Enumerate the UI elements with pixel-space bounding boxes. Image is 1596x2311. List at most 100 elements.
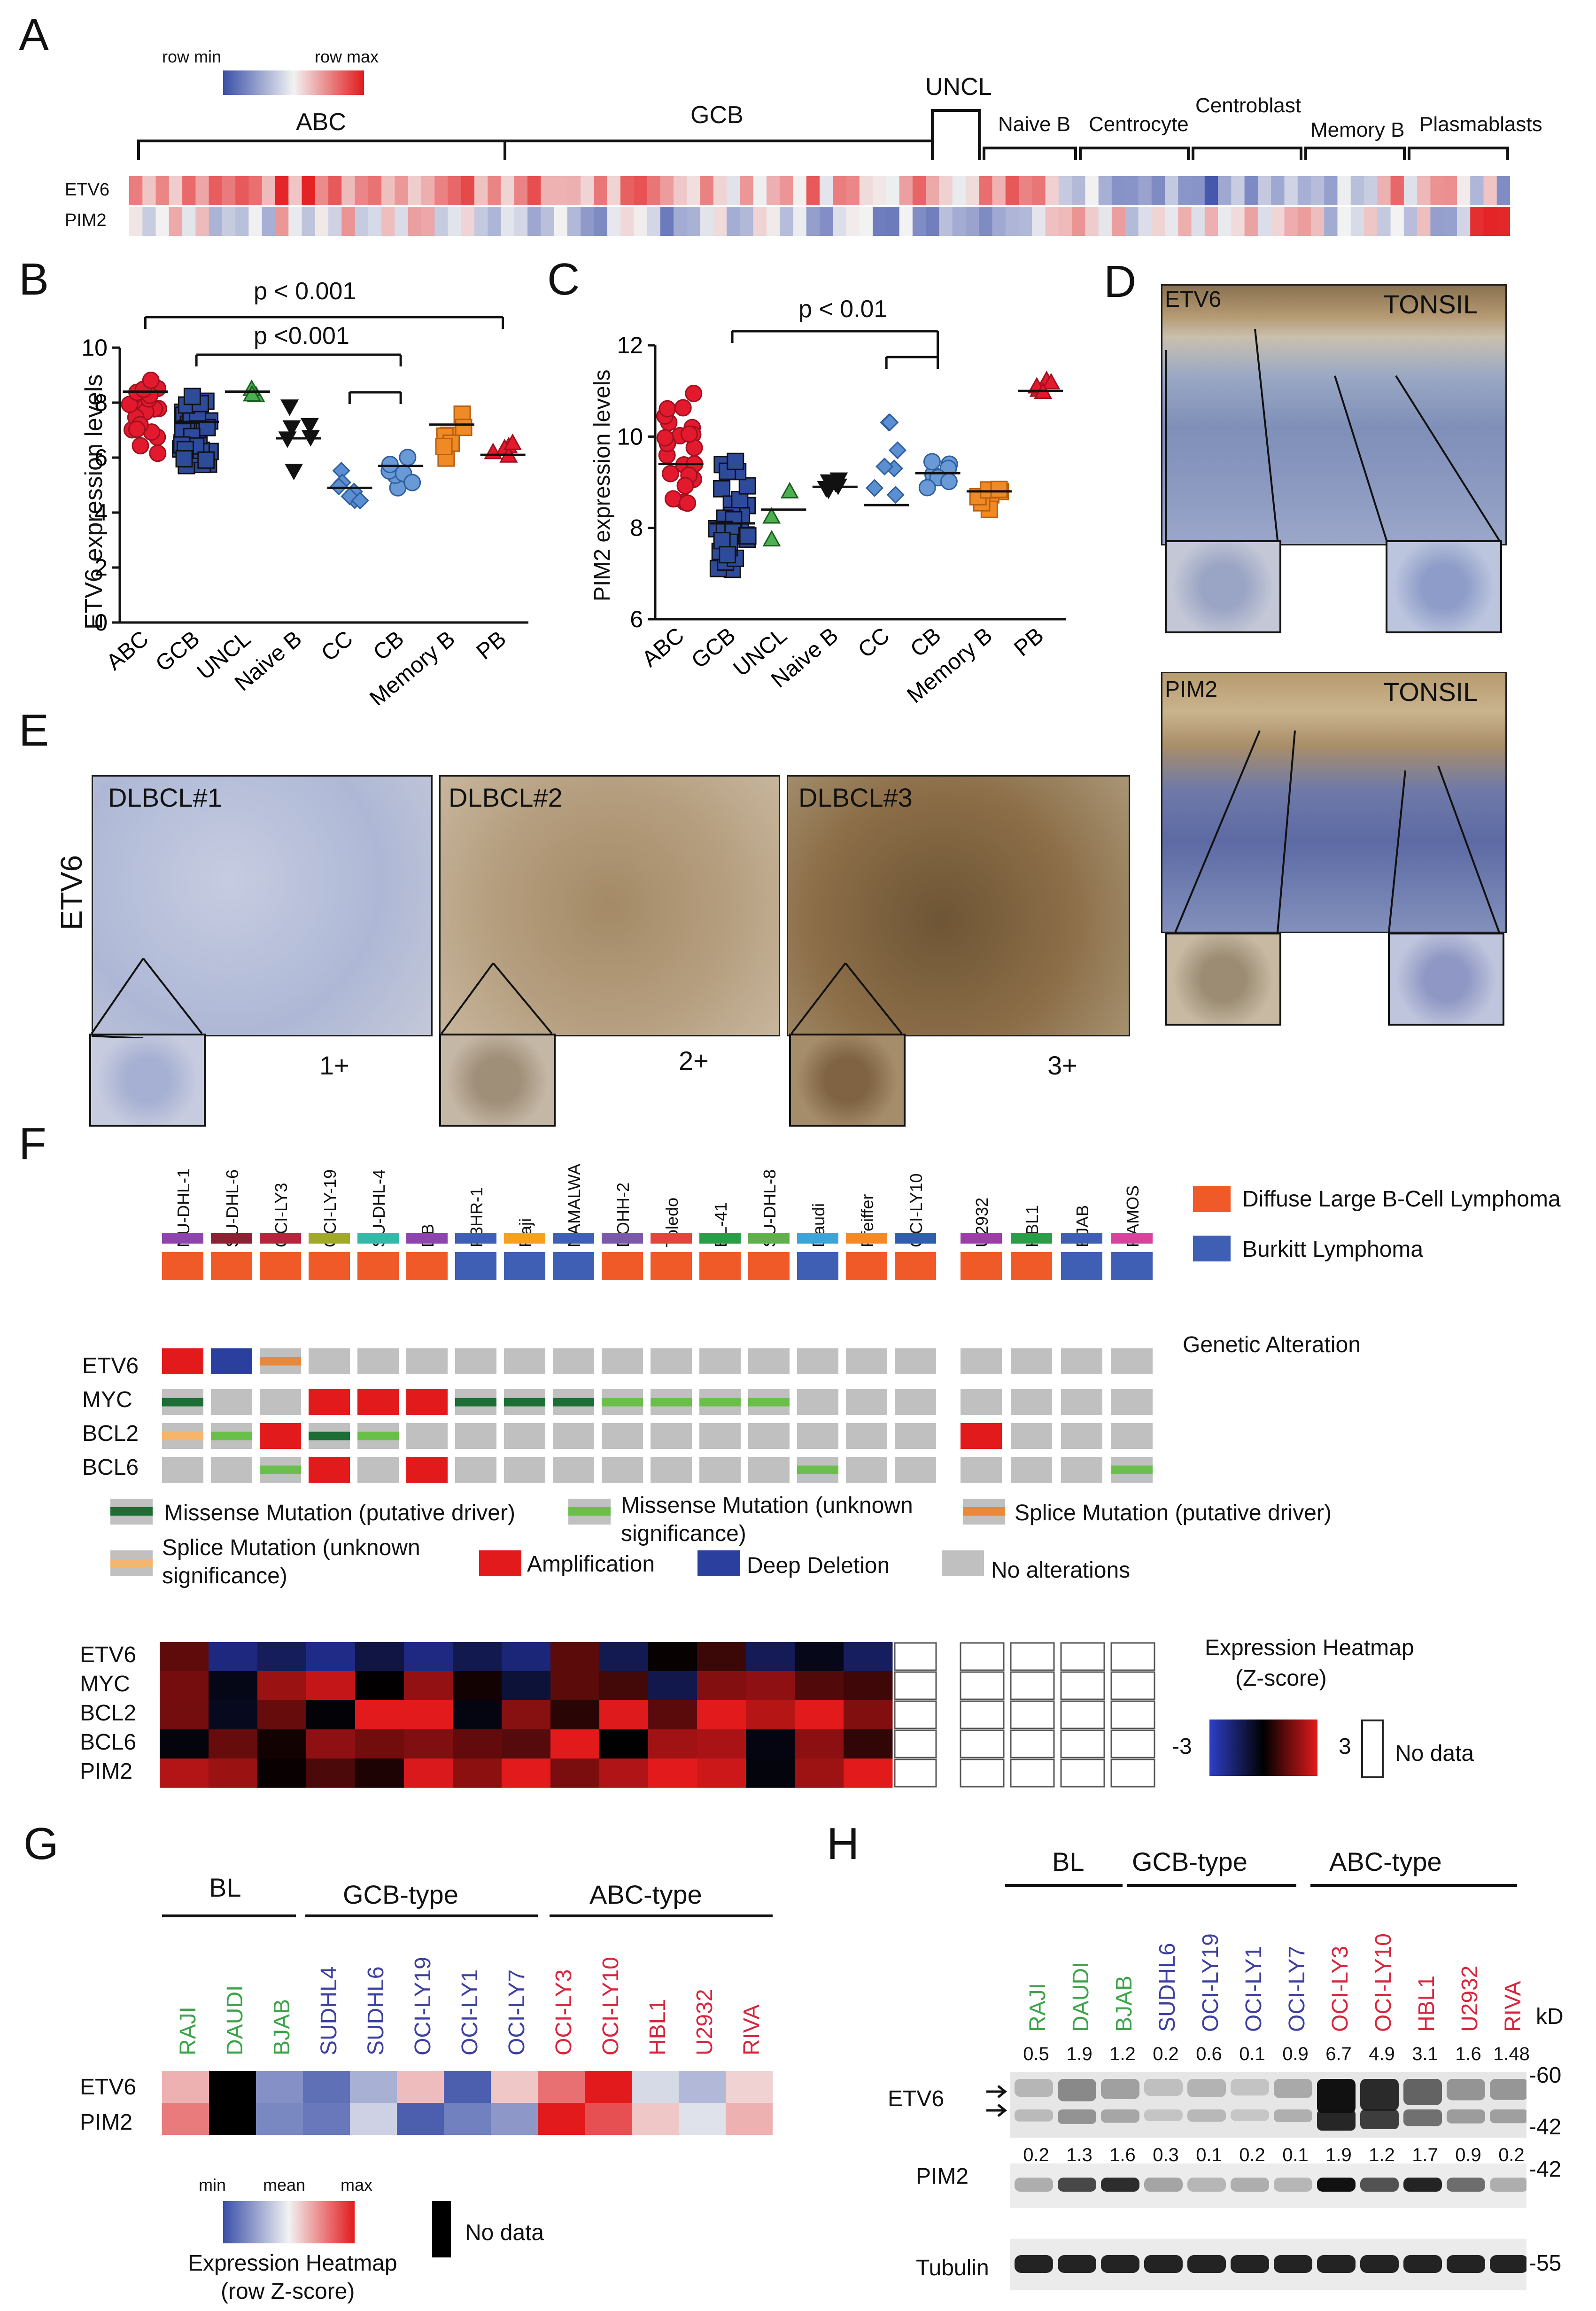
expression-cell <box>306 1759 356 1788</box>
heatmap-gene-label: MYC <box>80 1672 130 1696</box>
tissue-bar <box>602 1233 643 1244</box>
heatmap-a-cell <box>408 176 422 205</box>
h-etv6-quant: 0.2 <box>1153 2044 1179 2064</box>
alteration-cell <box>406 1457 448 1483</box>
alteration-cell <box>455 1457 496 1483</box>
h-etv6-quant: 0.5 <box>1023 2044 1049 2064</box>
pim2-band <box>1187 2178 1226 2192</box>
heatmap-a-cell <box>222 176 236 205</box>
heatmap-a-cell <box>1496 176 1510 205</box>
data-point <box>923 453 941 471</box>
g-heat-cell <box>350 2071 397 2103</box>
expression-cell <box>306 1642 356 1672</box>
no-data-cell <box>960 1729 1005 1759</box>
expression-cell <box>746 1642 795 1672</box>
alteration-cell <box>602 1457 643 1483</box>
legend-noalt-swatch <box>942 1550 984 1576</box>
heatmap-a-cell <box>341 176 356 205</box>
h-cell-label: RAJI <box>1025 1983 1050 2032</box>
dlbcl3-inset <box>789 1034 906 1127</box>
heatmap-a-cell <box>527 176 541 205</box>
expression-cell <box>648 1671 697 1701</box>
expression-cell <box>648 1759 697 1788</box>
alteration-cell <box>651 1423 692 1449</box>
alteration-cell <box>553 1457 594 1483</box>
heatmap-a-cell <box>395 207 409 236</box>
alteration-cell <box>1061 1389 1102 1415</box>
legend-dlbcl: Diffuse Large B-Cell Lymphoma <box>1242 1187 1561 1212</box>
heatmap-a-cell <box>926 176 939 205</box>
panel-a-brackets <box>137 109 1509 160</box>
tubulin-band <box>1015 2255 1053 2273</box>
alteration-cell <box>162 1457 203 1483</box>
alteration-stripe <box>797 1465 838 1474</box>
type-bar <box>357 1252 399 1280</box>
heatmap-a-cell <box>302 207 316 236</box>
heatmap-a-cell <box>501 207 515 236</box>
pim2-band <box>1403 2178 1442 2192</box>
heatmap-a-cell <box>248 176 263 205</box>
g-cell-label: BJAB <box>270 1999 294 2055</box>
heatmap-a-cell <box>793 176 807 205</box>
expression-cell <box>844 1700 893 1730</box>
alteration-stripe <box>357 1432 399 1440</box>
heatmap-a-cell <box>912 207 926 236</box>
heatmap-a-cell <box>1417 207 1431 236</box>
expression-cell <box>355 1759 404 1788</box>
data-point <box>403 474 421 491</box>
heatmap-a-cell <box>1138 207 1152 236</box>
g-scale-bar <box>223 2201 355 2243</box>
tissue-bar <box>846 1233 887 1244</box>
etv6-band <box>1360 2079 1399 2111</box>
heatmap-a-cell <box>1483 176 1497 205</box>
expression-cell <box>257 1700 307 1730</box>
heatmap-a-cell <box>979 176 992 205</box>
heatmap-a-cell <box>1244 176 1258 205</box>
g-cell-label: OCI-LY19 <box>411 1957 435 2055</box>
g-heat-cell <box>209 2071 256 2103</box>
heatmap-a-cell <box>368 207 382 236</box>
heatmap-a-cell <box>209 176 223 205</box>
x-tick-label: CC <box>853 623 894 663</box>
heatmap-a-cell <box>195 207 209 236</box>
h-etv6-quant: 1.48 <box>1493 2044 1530 2064</box>
data-point <box>713 532 731 550</box>
tissue-bar <box>1011 1233 1052 1244</box>
pvalue-c1: p < 0.01 <box>798 296 888 323</box>
alteration-cell <box>895 1389 936 1415</box>
tubulin-band <box>1101 2255 1139 2273</box>
alteration-stripe <box>602 1398 643 1407</box>
heatmap-a-cell <box>1032 207 1046 236</box>
tubulin-band <box>1403 2255 1442 2273</box>
expression-cell <box>795 1700 844 1730</box>
h-mw-42b: -42 <box>1529 2157 1562 2182</box>
heatmap-a-cell <box>1231 207 1245 236</box>
heatmap-a-cell <box>780 207 793 236</box>
g-cell-label: OCI-LY3 <box>551 1969 576 2055</box>
row-min-label: row min <box>162 47 222 66</box>
alteration-cell <box>961 1457 1002 1483</box>
heatmap-a-cell <box>434 176 448 205</box>
alteration-cell <box>846 1348 887 1374</box>
heatmap-a-cell <box>899 176 913 205</box>
heatmap-a-cell <box>859 207 873 236</box>
heatmap-a-cell <box>461 176 475 205</box>
alteration-cell <box>651 1348 692 1374</box>
legend-del: Deep Deletion <box>747 1553 890 1578</box>
etv6-band <box>1231 2079 1269 2096</box>
heatmap-a-cell <box>1430 207 1444 236</box>
data-point <box>918 479 936 497</box>
data-point <box>865 479 884 497</box>
heatmap-a-cell <box>1098 207 1112 236</box>
no-data-cell <box>1010 1700 1055 1729</box>
data-point <box>1042 373 1061 389</box>
data-point <box>128 420 146 438</box>
heatmap-a-cell <box>1350 207 1364 236</box>
heatmap-a-cell <box>886 207 900 236</box>
expression-cell <box>404 1671 453 1701</box>
data-point <box>674 399 692 417</box>
panel-label-d: D <box>1104 257 1137 307</box>
heatmap-a-cell <box>275 207 289 236</box>
heatmap-a-cell <box>195 176 209 205</box>
type-bar <box>211 1252 252 1280</box>
